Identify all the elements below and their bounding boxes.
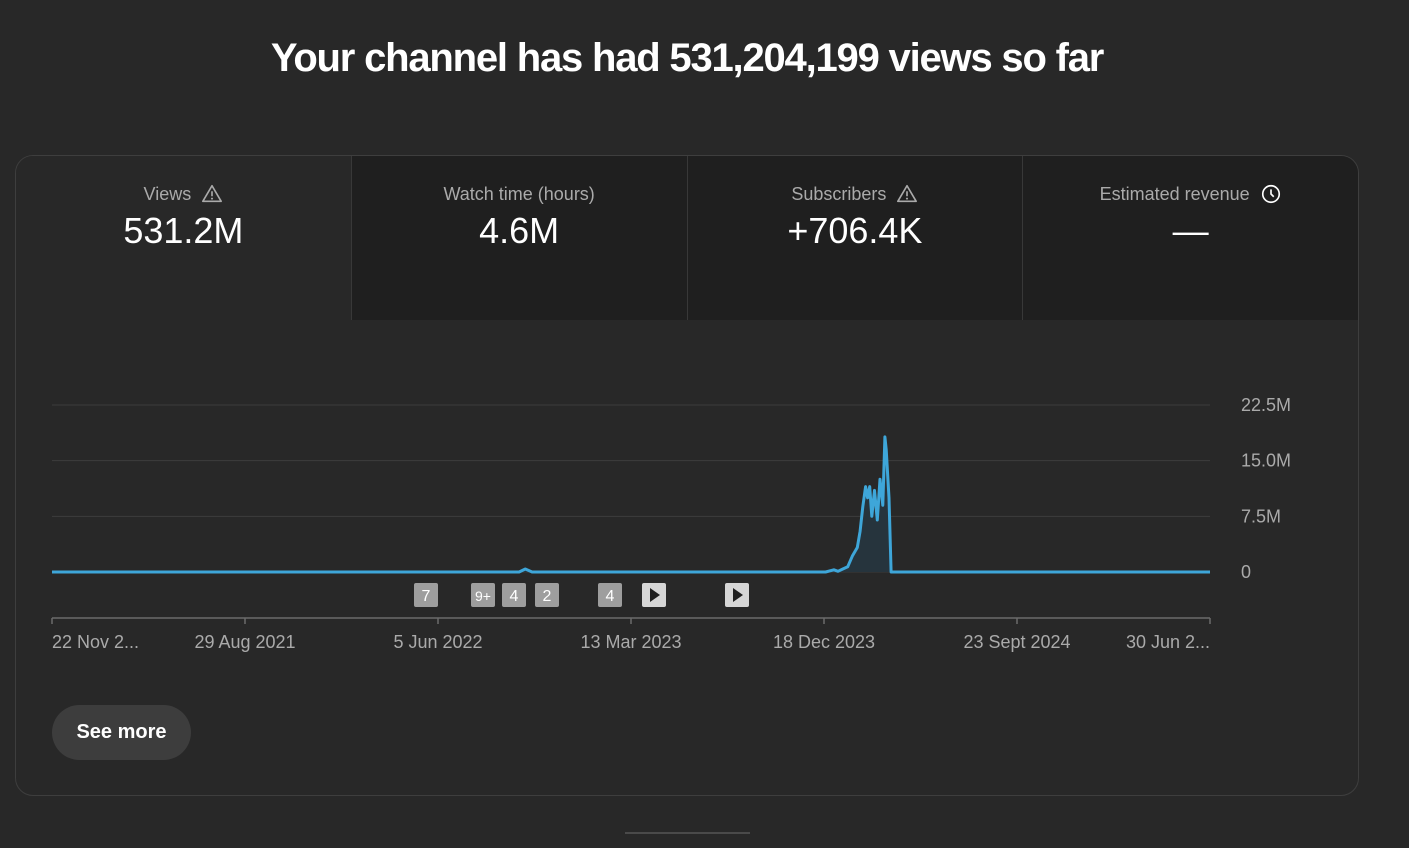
- x-tick-label: 22 Nov 2...: [52, 632, 139, 652]
- tab-views[interactable]: Views 531.2M: [16, 156, 351, 320]
- event-marker[interactable]: [414, 583, 438, 607]
- tab-views-value: 531.2M: [123, 210, 244, 251]
- play-icon: [650, 588, 660, 602]
- clock-icon[interactable]: [1260, 183, 1282, 205]
- x-tick-label: 30 Jun 2...: [1126, 632, 1210, 652]
- warning-icon[interactable]: [896, 183, 918, 205]
- tab-subscribers-label: Subscribers: [791, 183, 887, 204]
- event-marker[interactable]: [471, 583, 495, 607]
- y-tick-label: 0: [1241, 562, 1251, 582]
- play-icon: [733, 588, 743, 602]
- event-marker[interactable]: [535, 583, 559, 607]
- tab-subscribers-value: +706.4K: [787, 210, 923, 251]
- divider: [625, 832, 750, 834]
- x-tick-label: 18 Dec 2023: [773, 632, 875, 652]
- y-tick-label: 22.5M: [1241, 395, 1291, 415]
- warning-icon[interactable]: [201, 183, 223, 205]
- event-marker-label: 9+: [475, 588, 491, 604]
- series-line: [52, 435, 1210, 574]
- event-marker[interactable]: [598, 583, 622, 607]
- series-area: [52, 436, 1210, 572]
- y-tick-label: 15.0M: [1241, 451, 1291, 471]
- tab-watch-time[interactable]: Watch time (hours) 4.6M: [350, 156, 687, 320]
- metric-tabs: Views 531.2M Watch time (hours) 4.6M Sub…: [16, 156, 1358, 320]
- x-tick-label: 29 Aug 2021: [194, 632, 295, 652]
- event-marker-label: 4: [606, 588, 615, 605]
- x-tick-label: 13 Mar 2023: [580, 632, 681, 652]
- x-tick-label: 23 Sept 2024: [963, 632, 1070, 652]
- tab-watch-time-value: 4.6M: [479, 210, 560, 251]
- event-marker-label: 2: [543, 588, 552, 605]
- y-tick-label: 7.5M: [1241, 506, 1281, 526]
- tab-estimated-revenue[interactable]: Estimated revenue —: [1022, 156, 1358, 320]
- event-marker-label: 7: [422, 588, 431, 605]
- tab-estimated-revenue-label: Estimated revenue: [1099, 183, 1250, 204]
- tab-subscribers[interactable]: Subscribers +706.4K: [686, 156, 1023, 320]
- tab-estimated-revenue-value: —: [1172, 210, 1209, 251]
- page-title: Your channel has had 531,204,199 views s…: [270, 36, 1105, 80]
- x-tick-label: 5 Jun 2022: [393, 632, 482, 652]
- event-marker-label: 4: [510, 588, 519, 605]
- event-marker[interactable]: [502, 583, 526, 607]
- tab-views-label: Views: [143, 183, 192, 204]
- tab-watch-time-label: Watch time (hours): [443, 183, 595, 204]
- views-line-chart: 0 7.5M 15.0M 22.5M 22 Nov 2... 29 Aug 2021 5 J…: [51, 395, 1291, 652]
- see-more-button[interactable]: See more: [52, 705, 191, 760]
- channel-analytics-card: Views 531.2M Watch time (hours) 4.6M Sub…: [15, 155, 1359, 796]
